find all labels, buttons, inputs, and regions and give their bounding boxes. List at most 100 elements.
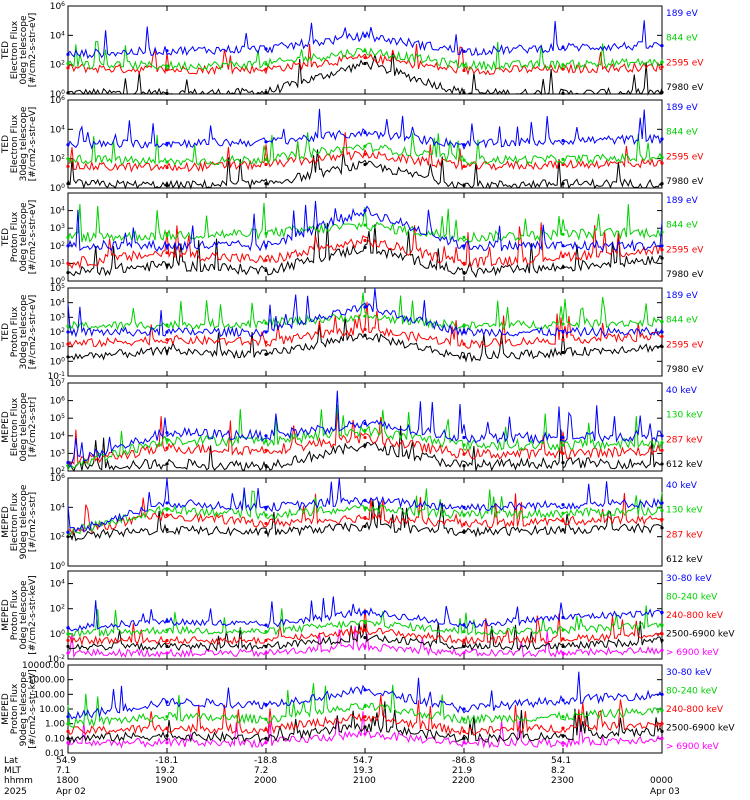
- data-point: [264, 717, 268, 721]
- data-point: [66, 715, 70, 719]
- data-point: [66, 66, 70, 70]
- panel-8: 0.010.101.0010.00100.001000.0010000.00ME…: [1, 661, 735, 759]
- bottom-axis-value: 19.2: [155, 766, 175, 776]
- data-point: [561, 528, 565, 532]
- data-point: [660, 345, 664, 349]
- data-point: [264, 268, 268, 273]
- y-tick-label: 102: [50, 327, 65, 339]
- data-point: [264, 727, 268, 732]
- data-point: [66, 651, 70, 655]
- series-line: [67, 390, 663, 468]
- data-point: [363, 56, 367, 60]
- legend-entry: 612 keV: [666, 555, 703, 565]
- data-point: [363, 506, 367, 510]
- y-axis-label-line: Proton Flux: [10, 306, 20, 357]
- data-point: [660, 623, 664, 627]
- y-tick-label: 100: [50, 561, 65, 573]
- bottom-row-label: hhmm: [4, 776, 33, 786]
- data-point: [462, 342, 466, 346]
- data-point: [462, 91, 466, 95]
- y-tick-label: 104: [50, 430, 65, 442]
- data-point: [66, 464, 70, 468]
- data-point: [561, 443, 565, 447]
- data-point: [363, 609, 367, 614]
- data-point: [660, 60, 664, 64]
- y-tick-label: 10000.00: [22, 661, 65, 671]
- data-point: [264, 140, 268, 144]
- data-point: [462, 244, 466, 248]
- data-point: [561, 741, 565, 745]
- legend-entry: > 6900 keV: [666, 742, 720, 752]
- data-point: [561, 615, 565, 620]
- data-point: [66, 461, 70, 465]
- series-line: [67, 41, 663, 72]
- data-point: [165, 644, 169, 649]
- data-point: [660, 248, 664, 252]
- series-line: [67, 404, 663, 471]
- data-point: [660, 632, 664, 636]
- data-point: [462, 435, 466, 440]
- data-point: [363, 223, 367, 227]
- data-point: [165, 233, 169, 237]
- y-axis-label-line: TED: [1, 323, 11, 342]
- data-point: [165, 431, 169, 435]
- y-tick-label: 102: [50, 153, 65, 165]
- data-point: [165, 741, 169, 745]
- y-axis-label-line: MEPED: [1, 693, 11, 725]
- data-point: [165, 651, 169, 655]
- y-axis-label-line: [#/cm2-s-str-eV]: [28, 13, 38, 88]
- data-point: [462, 271, 466, 275]
- data-point: [66, 244, 70, 248]
- legend-entry: 844 eV: [666, 34, 699, 44]
- bottom-axis-value: 2000: [254, 776, 277, 786]
- data-point: [363, 61, 367, 66]
- data-point: [660, 320, 664, 324]
- data-point: [561, 511, 565, 515]
- data-point: [264, 47, 268, 51]
- data-point: [462, 505, 466, 509]
- y-axis-label-line: MEPED: [1, 599, 11, 631]
- data-point: [462, 736, 466, 740]
- bottom-axis-value: 19.3: [353, 766, 373, 776]
- y-tick-label: 105: [50, 413, 65, 425]
- y-axis-label-line: 0deg telescope: [19, 580, 29, 650]
- data-point: [561, 350, 565, 355]
- data-point: [165, 64, 169, 68]
- data-point: [165, 438, 169, 442]
- data-point: [660, 334, 664, 339]
- y-tick-label: 100: [50, 183, 65, 195]
- series-line: [67, 202, 663, 243]
- data-point: [561, 726, 565, 730]
- data-point: [462, 143, 466, 147]
- data-point: [363, 725, 367, 729]
- data-point: [462, 717, 466, 721]
- data-point: [66, 143, 70, 147]
- data-point: [165, 263, 169, 267]
- data-point: [264, 741, 268, 745]
- data-point: [660, 256, 664, 260]
- legend-entry: 844 eV: [666, 221, 699, 231]
- bottom-row-label: Lat: [4, 756, 19, 766]
- bottom-axis-value: 21.9: [452, 766, 472, 776]
- data-point: [165, 528, 169, 532]
- data-point: [165, 251, 169, 255]
- y-tick-label: 104: [50, 30, 65, 42]
- data-point: [363, 628, 367, 632]
- panel-6: 100 102 104 106 MEPEDElectron Flux90deg tele…: [1, 473, 703, 573]
- bottom-axis-value: 2100: [353, 776, 376, 786]
- y-tick-label: 106: [50, 1, 65, 13]
- data-point: [264, 330, 268, 334]
- legend-entry: 7980 eV: [666, 177, 704, 187]
- panel-1: 100 102 104 106 TEDElectron Flux0deg telesco…: [1, 1, 704, 101]
- data-point: [363, 435, 367, 440]
- bottom-axis-value: Apr 03: [650, 787, 680, 797]
- data-point: [462, 443, 466, 447]
- bottom-axis-value: 0000: [650, 776, 673, 786]
- series-line: [67, 410, 663, 466]
- data-point: [462, 355, 466, 359]
- data-point: [660, 441, 664, 445]
- data-point: [660, 638, 664, 643]
- series-line: [67, 477, 663, 533]
- y-tick-label: 0.01: [45, 749, 65, 759]
